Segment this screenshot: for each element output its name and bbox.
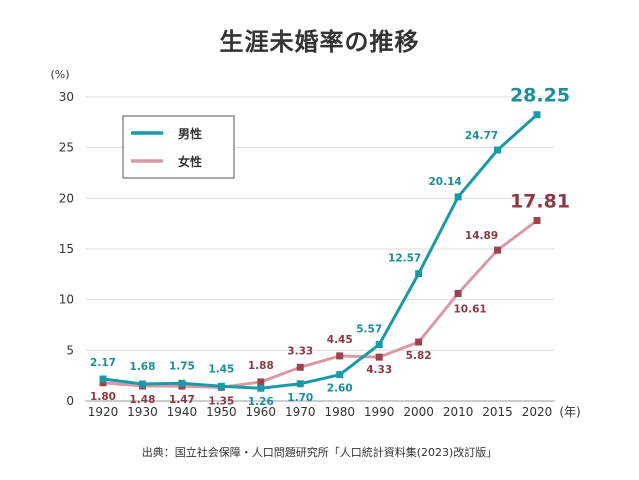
data-point — [494, 146, 502, 154]
data-label: 2.17 — [90, 357, 116, 369]
data-point — [257, 378, 265, 386]
data-point — [454, 289, 462, 297]
data-label: 5.82 — [406, 350, 432, 362]
x-tick-label: 1950 — [206, 405, 237, 419]
data-point — [217, 382, 225, 390]
data-point — [99, 375, 107, 383]
y-tick-label: 5 — [66, 343, 74, 357]
x-tick-label: 1960 — [246, 405, 277, 419]
data-label: 10.61 — [453, 303, 486, 315]
y-unit-label: (%) — [50, 68, 69, 81]
data-label: 1.47 — [169, 394, 195, 406]
data-label: 20.14 — [428, 176, 461, 188]
data-point — [533, 111, 541, 119]
x-tick-label: 2020 — [522, 405, 553, 419]
y-tick-label: 30 — [59, 90, 74, 104]
y-tick-label: 15 — [59, 242, 74, 256]
data-point — [375, 353, 383, 361]
data-point — [415, 270, 423, 278]
data-point — [375, 341, 383, 349]
data-point — [138, 380, 146, 388]
data-label: 1.48 — [129, 394, 155, 406]
data-point — [99, 379, 107, 387]
data-point — [494, 246, 502, 254]
data-label: 24.77 — [465, 130, 498, 142]
data-label: 17.81 — [510, 191, 570, 213]
x-tick-label: 1920 — [88, 405, 119, 419]
data-point — [336, 371, 344, 379]
y-tick-label: 0 — [66, 394, 74, 408]
series-line-female — [102, 219, 538, 389]
data-point — [336, 352, 344, 360]
x-unit-label: (年) — [559, 405, 580, 419]
data-label: 1.26 — [248, 396, 274, 408]
x-tick-label: 1930 — [127, 405, 158, 419]
data-label: 1.35 — [208, 395, 234, 407]
data-point — [257, 384, 265, 392]
data-point — [296, 380, 304, 388]
series-line-male — [102, 113, 538, 390]
data-label: 5.57 — [356, 324, 382, 336]
data-label: 14.89 — [465, 230, 498, 242]
x-tick-label: 2015 — [482, 405, 513, 419]
legend-label: 男性 — [178, 126, 202, 141]
data-label: 1.88 — [248, 360, 274, 372]
y-tick-label: 10 — [59, 293, 74, 307]
data-point — [415, 338, 423, 346]
legend-box — [122, 115, 235, 179]
x-tick-label: 1980 — [324, 405, 355, 419]
x-tick-label: 1970 — [285, 405, 316, 419]
data-label: 1.70 — [287, 392, 313, 404]
x-tick-label: 1940 — [167, 405, 198, 419]
data-label: 28.25 — [510, 85, 570, 107]
data-point — [178, 379, 186, 387]
legend-label: 女性 — [178, 154, 202, 169]
y-tick-label: 25 — [59, 141, 74, 155]
data-point — [296, 363, 304, 371]
data-label: 4.45 — [327, 334, 353, 346]
x-tick-label: 2010 — [443, 405, 474, 419]
x-tick-label: 1990 — [364, 405, 395, 419]
data-label: 12.57 — [388, 253, 421, 265]
data-label: 1.80 — [90, 391, 116, 403]
data-label: 1.68 — [129, 361, 155, 373]
data-point — [454, 193, 462, 201]
chart-title: 生涯未婚率の推移 — [219, 28, 420, 56]
source-note: 出典：国立社会保障・人口問題研究所「人口統計資料集(2023)改訂版」 — [141, 446, 498, 459]
data-label: 1.75 — [169, 360, 195, 372]
data-label: 1.45 — [208, 363, 234, 375]
y-tick-label: 20 — [59, 191, 74, 205]
data-label: 4.33 — [366, 364, 392, 376]
data-label: 3.33 — [287, 345, 313, 357]
data-label: 2.60 — [327, 383, 353, 395]
data-point — [533, 217, 541, 225]
x-tick-label: 2000 — [403, 405, 434, 419]
